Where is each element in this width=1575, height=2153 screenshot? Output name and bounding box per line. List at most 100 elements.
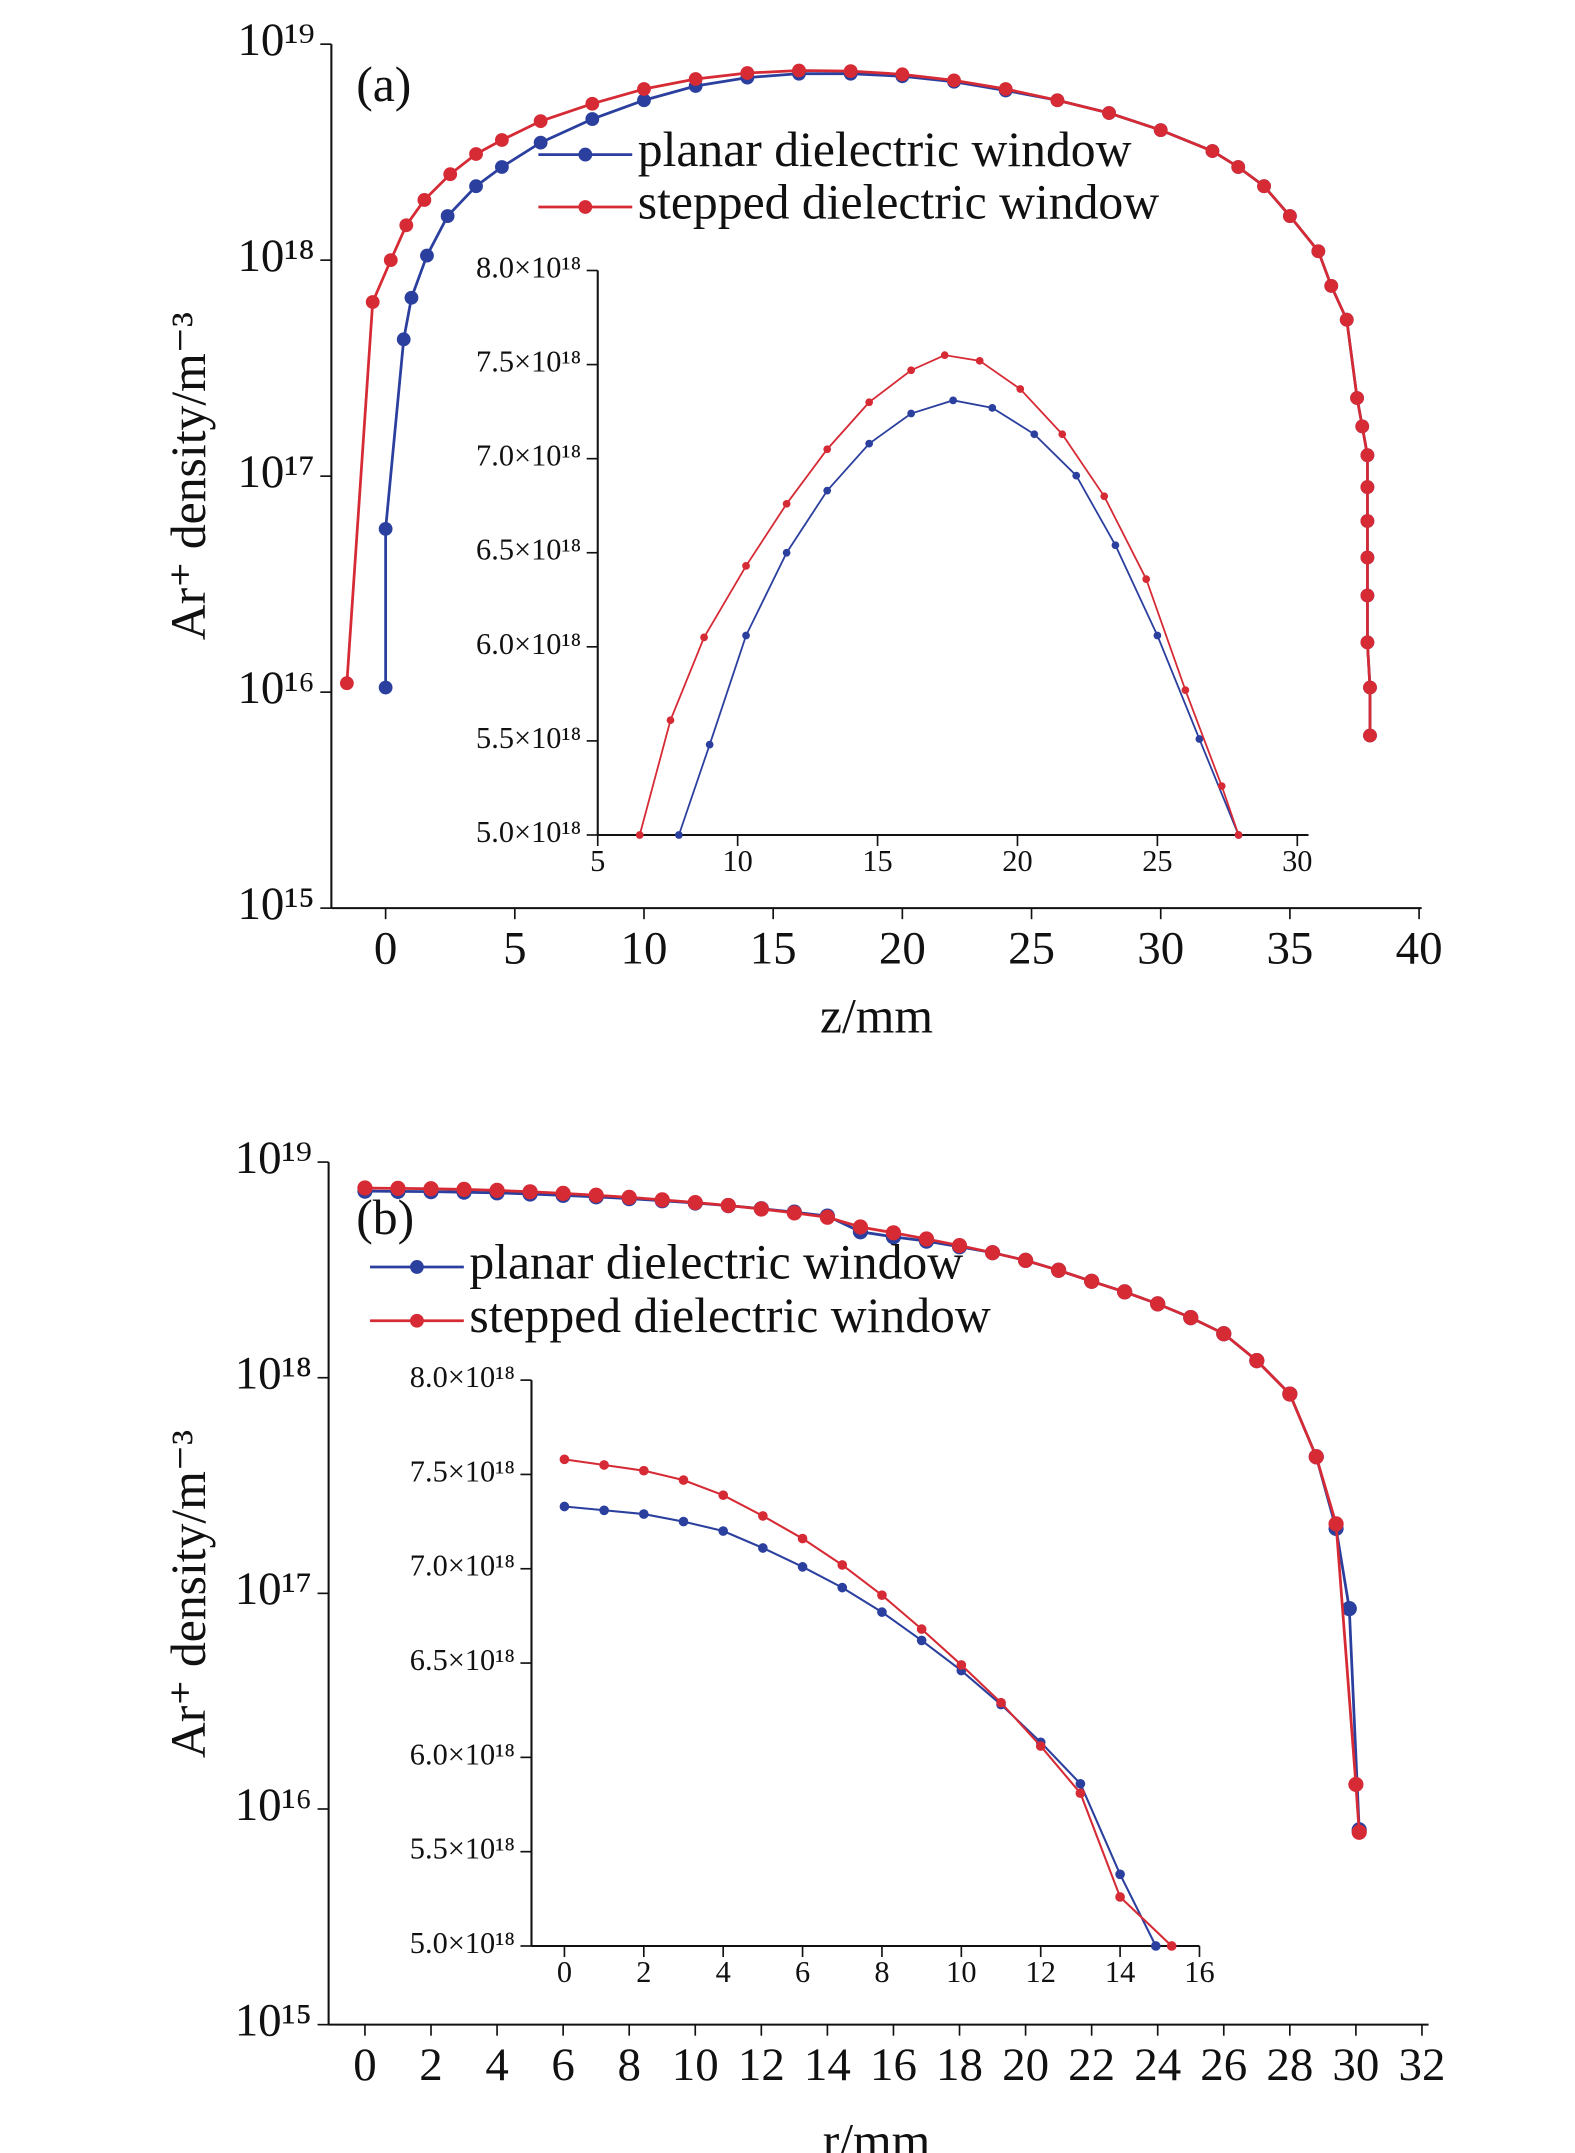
x-tick-label: 12: [738, 2039, 785, 2091]
y-tick-label: 6.0×10¹⁸: [410, 1737, 515, 1771]
data-point: [1231, 160, 1246, 174]
data-point: [443, 167, 458, 182]
data-point: [865, 398, 874, 407]
data-point: [404, 290, 419, 305]
x-tick-label: 6: [795, 1955, 810, 1989]
legend-marker: [578, 200, 593, 214]
x-axis-label: z/mm: [820, 989, 933, 1044]
series-line: [638, 354, 1240, 836]
data-point: [675, 831, 683, 839]
data-point: [837, 1582, 848, 1593]
data-point: [1142, 575, 1151, 583]
data-point: [585, 112, 600, 126]
legend-marker: [410, 1313, 424, 1328]
data-point: [852, 1219, 869, 1235]
data-point: [637, 93, 651, 108]
data-point: [916, 1624, 927, 1634]
data-point: [975, 356, 984, 365]
data-point: [638, 1465, 649, 1476]
data-point: [782, 548, 791, 557]
panel-label: (a): [356, 57, 411, 112]
series-line: [564, 1458, 1173, 1947]
data-point: [555, 1185, 571, 1201]
x-tick-label: 2: [419, 2039, 442, 2091]
data-point: [819, 1209, 835, 1225]
legend-marker: [410, 1260, 424, 1274]
y-tick-label: 10¹⁵: [237, 878, 314, 930]
data-point: [705, 740, 714, 749]
data-point: [1017, 1252, 1034, 1268]
data-point: [1283, 209, 1297, 223]
x-tick-label: 22: [1068, 2039, 1115, 2091]
y-tick-label: 10¹⁹: [235, 1132, 312, 1184]
data-point: [678, 1475, 689, 1485]
data-point: [865, 439, 874, 448]
data-point: [1350, 391, 1364, 405]
data-point: [940, 351, 949, 360]
legend-label: stepped dielectric window: [638, 174, 1160, 229]
x-tick-label: 8: [617, 2039, 640, 2091]
data-point: [1072, 471, 1081, 480]
data-point: [440, 209, 455, 223]
panel-label: (b): [356, 1190, 414, 1245]
data-point: [740, 66, 755, 80]
y-tick-label: 10¹⁶: [237, 662, 314, 714]
data-point: [823, 445, 832, 454]
data-point: [1150, 1941, 1161, 1951]
x-tick-label: 0: [353, 2039, 376, 2091]
data-point: [1183, 1310, 1199, 1326]
data-point: [599, 1460, 609, 1470]
data-point: [1153, 123, 1168, 138]
x-tick-label: 16: [1184, 1955, 1214, 1989]
data-point: [1205, 144, 1220, 158]
data-point: [585, 96, 600, 111]
data-point: [949, 396, 957, 405]
y-tick-label: 7.0×10¹⁸: [410, 1549, 515, 1583]
y-tick-label: 5.5×10¹⁸: [476, 721, 581, 755]
y-tick-label: 8.0×10¹⁸: [410, 1360, 515, 1394]
data-point: [753, 1201, 769, 1217]
data-point: [588, 1187, 604, 1203]
x-tick-label: 5: [590, 844, 605, 878]
x-tick-label: 16: [870, 2039, 917, 2091]
x-tick-label: 30: [1282, 844, 1312, 878]
x-tick-label: 14: [804, 2039, 851, 2091]
data-point: [700, 633, 708, 642]
data-point: [1181, 686, 1190, 694]
data-point: [559, 1501, 570, 1512]
y-tick-label: 10¹⁶: [235, 1779, 312, 1831]
x-tick-label: 0: [374, 922, 397, 974]
data-point: [1051, 1262, 1067, 1278]
data-point: [877, 1590, 887, 1600]
data-point: [996, 1697, 1006, 1708]
x-tick-label: 15: [862, 844, 892, 878]
y-tick-label: 5.0×10¹⁸: [410, 1926, 515, 1960]
data-point: [885, 1225, 902, 1241]
y-tick-label: 10¹⁹: [237, 14, 314, 66]
data-point: [758, 1543, 768, 1553]
series-line: [564, 1505, 1157, 1947]
data-point: [1115, 1869, 1125, 1880]
y-tick-label: 10¹⁷: [237, 446, 314, 498]
data-point: [1360, 480, 1375, 494]
x-tick-label: 14: [1105, 1955, 1135, 1989]
data-point: [533, 135, 548, 150]
x-tick-label: 0: [557, 1955, 572, 1989]
data-point: [1249, 1353, 1265, 1369]
data-point: [378, 521, 393, 536]
data-point: [916, 1635, 927, 1646]
x-tick-label: 12: [1026, 1955, 1056, 1989]
y-axis-label: Ar⁺ density/m⁻³: [161, 312, 216, 640]
data-point: [1282, 1386, 1298, 1402]
data-point: [1355, 419, 1370, 434]
data-point: [1348, 1776, 1364, 1793]
data-point: [1016, 385, 1025, 393]
data-point: [786, 1205, 802, 1221]
data-point: [494, 133, 509, 147]
x-tick-label: 26: [1200, 2039, 1247, 2091]
data-point: [1217, 782, 1226, 790]
data-point: [718, 1526, 729, 1536]
y-tick-label: 7.0×10¹⁸: [476, 439, 581, 473]
data-point: [666, 716, 675, 725]
data-point: [638, 1509, 649, 1519]
